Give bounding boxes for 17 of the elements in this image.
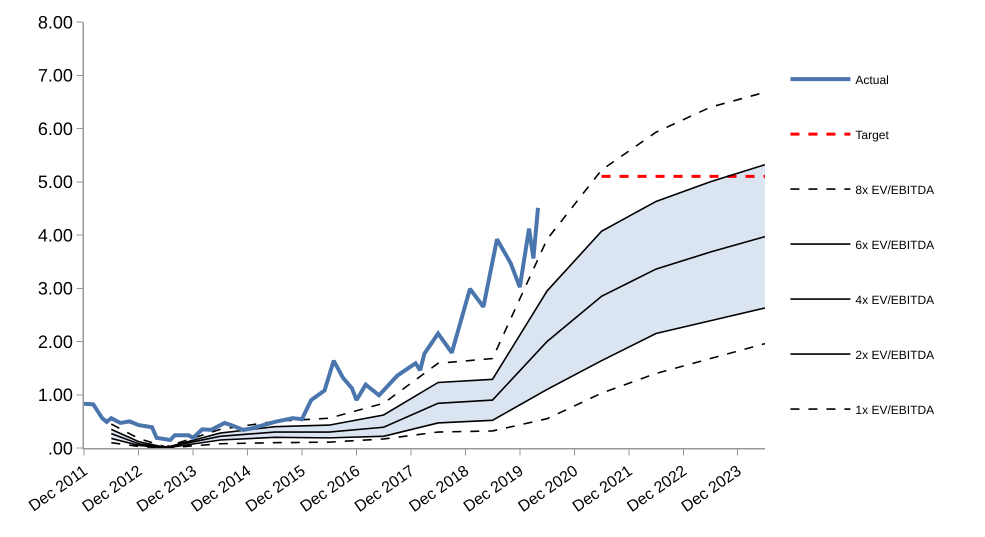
legend-label: 1x EV/EBITDA bbox=[855, 402, 934, 417]
legend-label: Actual bbox=[855, 72, 889, 87]
y-tick-label: 5.00 bbox=[38, 172, 73, 192]
legend-label: Target bbox=[855, 128, 890, 142]
line-series bbox=[84, 206, 540, 442]
legend-label: 2x EV/EBITDA bbox=[855, 348, 934, 362]
y-tick-label: .00 bbox=[48, 438, 73, 458]
y-tick-label: 3.00 bbox=[38, 278, 73, 299]
y-tick-label: 2.00 bbox=[38, 332, 73, 352]
y-tick-label: 4.00 bbox=[38, 225, 73, 246]
legend-label: 6x EV/EBITDA bbox=[855, 238, 934, 252]
y-tick-label: 1.00 bbox=[38, 385, 73, 406]
y-tick-label: 6.00 bbox=[38, 118, 73, 139]
legend-label: 8x EV/EBITDA bbox=[855, 182, 934, 197]
y-tick-label: 8.00 bbox=[38, 12, 73, 32]
legend-label: 4x EV/EBITDA bbox=[855, 292, 934, 307]
y-tick-label: 7.00 bbox=[38, 66, 73, 86]
